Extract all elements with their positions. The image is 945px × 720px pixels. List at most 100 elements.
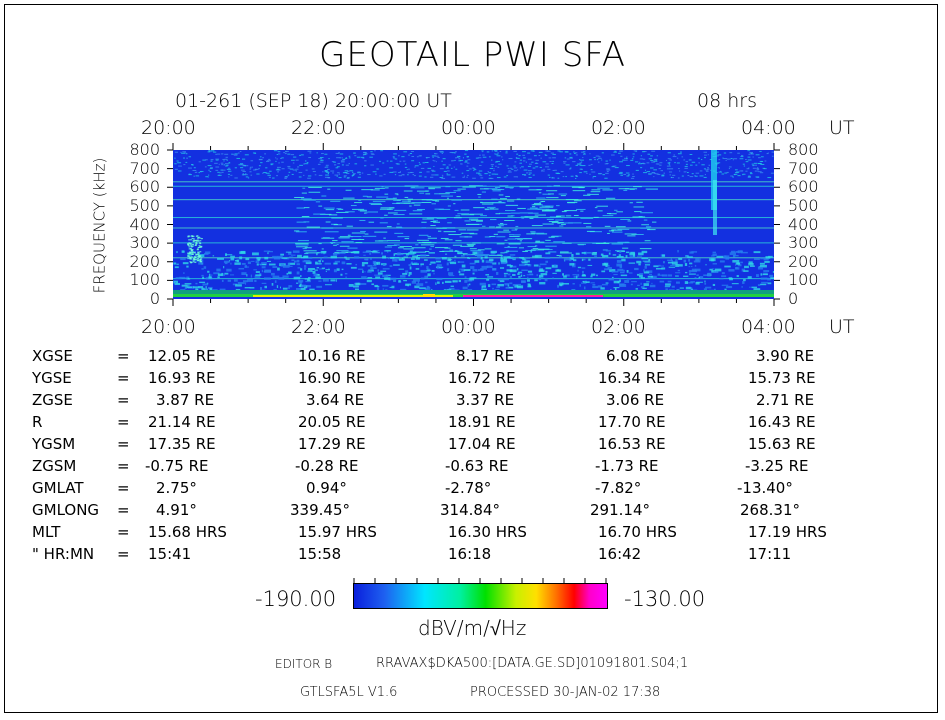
low-band-speck — [320, 257, 322, 261]
low-band-speck — [288, 271, 292, 275]
low-band-speck — [736, 262, 740, 265]
low-band-speck — [564, 259, 566, 262]
noise-speck — [293, 156, 297, 158]
low-band-speck — [485, 274, 490, 276]
noise-speck — [667, 158, 671, 160]
emission-streak — [362, 195, 368, 197]
noise-speck — [694, 175, 698, 177]
low-band-speck — [325, 270, 327, 273]
low-band-speck — [496, 286, 501, 288]
y-tick-label-left: 0 — [149, 289, 160, 308]
low-band-speck — [572, 283, 575, 285]
noise-speck — [704, 154, 707, 156]
emission-streak — [330, 200, 341, 202]
emission-streak — [531, 232, 545, 234]
emission-streak — [519, 186, 530, 188]
noise-speck — [351, 175, 353, 177]
noise-speck — [522, 151, 526, 153]
param-value: -3.25 RE — [745, 457, 809, 475]
low-band-speck — [446, 289, 452, 291]
low-band-speck — [604, 268, 609, 271]
burst-speck — [197, 238, 200, 240]
x-tick-bottom: 04:00 — [741, 316, 796, 338]
low-band-speck — [714, 271, 719, 273]
low-band-speck — [634, 267, 639, 271]
low-band-speck — [361, 276, 367, 279]
noise-speck — [390, 160, 393, 162]
emission-streak — [622, 247, 629, 249]
noise-speck — [701, 164, 705, 166]
low-band-speck — [601, 283, 608, 286]
emission-streak — [439, 193, 450, 195]
low-band-speck — [607, 264, 610, 267]
low-band-speck — [719, 260, 725, 263]
low-band-speck — [506, 264, 512, 267]
low-band-speck — [268, 263, 276, 266]
noise-speck — [233, 154, 238, 156]
param-value: 17:11 — [748, 545, 792, 563]
low-band-speck — [277, 255, 283, 259]
noise-speck — [404, 163, 407, 165]
noise-speck — [304, 160, 307, 162]
noise-speck — [691, 173, 694, 175]
noise-speck — [728, 168, 730, 170]
noise-speck — [419, 171, 422, 173]
low-band-speck — [698, 277, 700, 279]
low-band-speck — [341, 268, 344, 271]
noise-speck — [653, 169, 657, 171]
low-band-speck — [382, 268, 390, 270]
emission-streak — [527, 246, 536, 248]
low-band-speck — [374, 285, 380, 288]
low-band-speck — [625, 251, 630, 254]
noise-speck — [349, 170, 354, 172]
low-band-speck — [458, 270, 461, 274]
emission-streak — [546, 197, 559, 199]
low-band-speck — [376, 287, 380, 291]
emission-streak — [392, 202, 400, 204]
emission-streak — [494, 187, 501, 189]
low-band-speck — [318, 260, 321, 263]
bottom-band-hot — [253, 295, 453, 297]
low-band-speck — [637, 284, 640, 287]
emission-streak — [568, 222, 582, 224]
noise-speck — [446, 166, 449, 168]
noise-speck — [527, 152, 531, 154]
noise-speck — [307, 177, 311, 179]
low-band-speck — [501, 255, 508, 258]
emission-streak — [320, 213, 332, 215]
low-band-speck — [608, 278, 614, 281]
noise-speck — [748, 175, 751, 177]
low-band-speck — [373, 261, 381, 265]
x-unit-bottom: UT — [829, 316, 855, 338]
low-band-speck — [646, 281, 650, 283]
low-band-speck — [330, 255, 337, 259]
low-band-speck — [544, 278, 548, 282]
spectrogram — [173, 150, 774, 299]
low-band-speck — [770, 277, 774, 280]
noise-speck — [343, 175, 347, 177]
noise-speck — [325, 164, 329, 166]
noise-speck — [352, 173, 355, 175]
noise-speck — [244, 165, 249, 167]
burst-speck — [192, 245, 195, 247]
low-band-speck — [174, 266, 179, 269]
noise-speck — [435, 155, 439, 157]
emission-streak — [447, 222, 452, 224]
burst-speck — [197, 259, 200, 261]
low-band-speck — [556, 269, 560, 272]
noise-speck — [540, 157, 542, 159]
low-band-speck — [324, 262, 331, 265]
colorbar-unit: dBV/m/√Hz — [418, 616, 527, 640]
noise-speck — [433, 165, 435, 167]
low-band-speck — [711, 255, 715, 257]
low-band-speck — [410, 261, 413, 265]
low-band-speck — [668, 266, 676, 268]
low-band-speck — [605, 250, 611, 252]
noise-speck — [496, 155, 501, 157]
low-band-speck — [760, 257, 766, 260]
noise-speck — [441, 177, 446, 179]
emission-streak — [300, 198, 312, 200]
param-value: 16:42 — [598, 545, 642, 563]
noise-speck — [269, 170, 272, 172]
noise-speck — [515, 156, 518, 158]
